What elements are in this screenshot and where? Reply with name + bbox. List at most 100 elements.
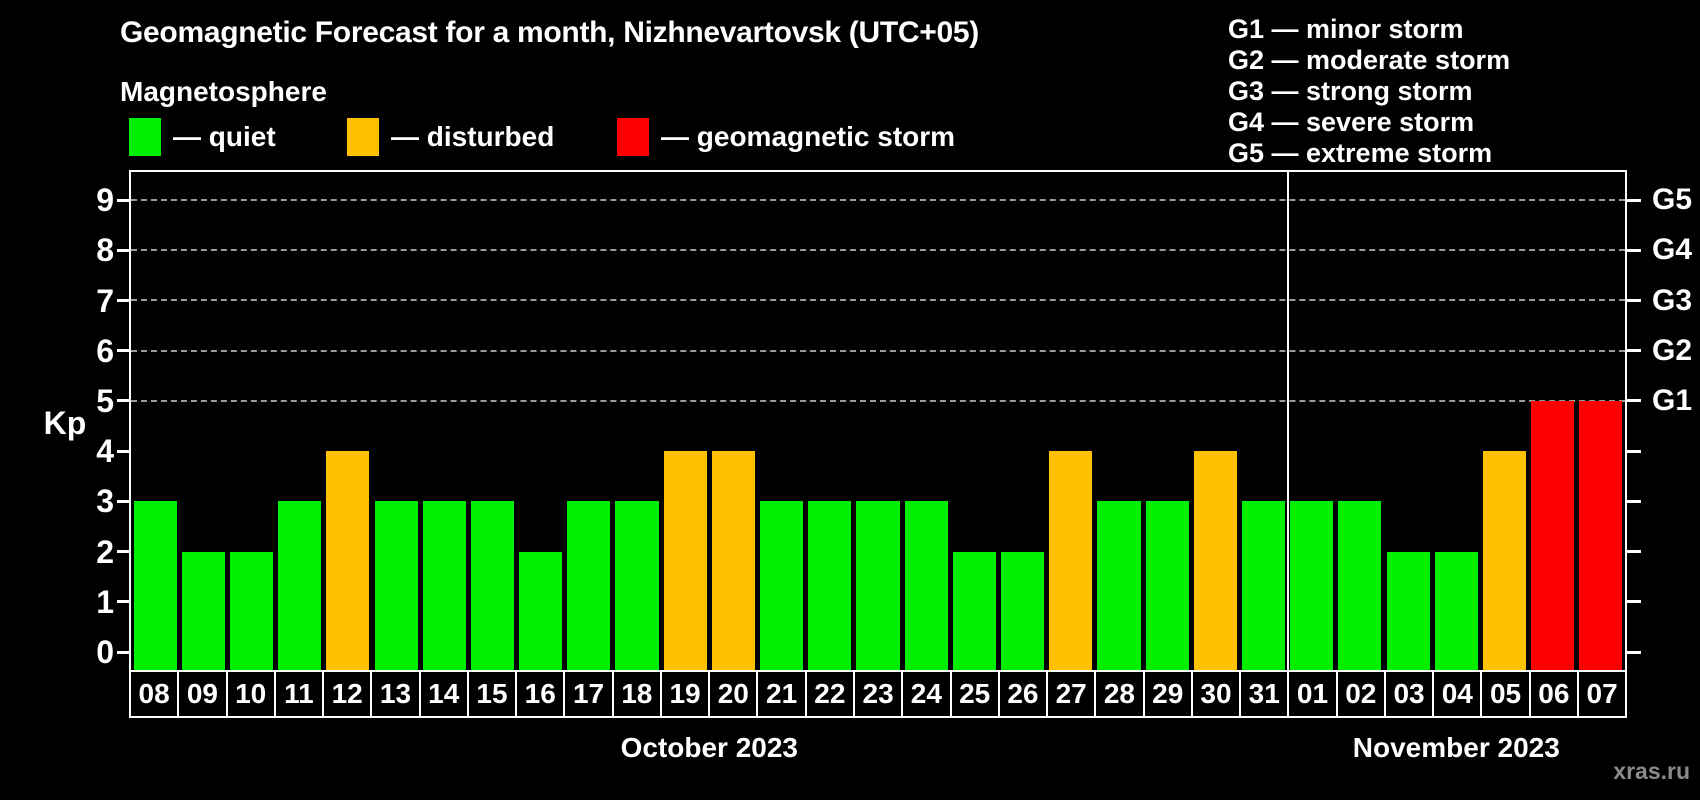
y-tick-left-8 [117,248,131,252]
gridline-kp7 [131,299,1625,302]
kp-bar-day-03 [1386,551,1430,670]
kp-bar-day-31 [1242,501,1286,670]
y-tick-label-2: 2 [96,533,114,570]
y-tick-right-7 [1625,299,1641,302]
month-label-2: November 2023 [1352,732,1560,763]
day-label-01: 01 [1287,672,1335,716]
legend-swatch-quiet [129,118,161,156]
y-axis-title: Kp [43,405,87,441]
day-label-08: 08 [138,678,170,709]
g-legend-line-2: G2 — moderate storm [1228,45,1511,75]
y-tick-label-1: 1 [96,583,114,620]
g-axis-label-G5: G5 [1652,183,1693,216]
day-label-06: 06 [1528,672,1577,716]
watermark: xras.ru [1613,758,1690,784]
y-tick-right-2 [1625,550,1641,554]
y-tick-left-2 [117,550,131,554]
g-axis-label-G4: G4 [1652,233,1693,267]
day-label-03: 03 [1383,672,1432,716]
day-label-12: 12 [322,672,370,716]
day-label-07: 07 [1576,672,1625,716]
kp-bar-day-01 [1290,501,1334,670]
month-label-1: October 2023 [620,732,799,763]
y-tick-label-4: 4 [96,433,114,470]
kp-bar-day-17 [567,501,611,670]
kp-bar-day-18 [615,501,659,670]
day-label-25: 25 [949,672,998,716]
day-label-04: 04 [1432,672,1480,716]
kp-bar-day-22 [808,501,852,670]
day-label-10: 10 [225,672,274,716]
legend-item-quiet: — quiet [129,118,276,156]
g-axis-label-G3: G3 [1652,283,1693,317]
y-tick-right-6 [1625,349,1641,353]
day-label-21: 21 [756,672,804,716]
day-label-28: 28 [1094,672,1142,716]
day-label-17: 17 [563,672,611,716]
day-label-29: 29 [1142,672,1191,716]
legend-item-disturbed: — disturbed [347,118,554,156]
kp-bar-day-04 [1434,551,1478,670]
legend-label-storm: — geomagnetic storm [661,121,956,152]
y-tick-label-6: 6 [96,332,114,369]
y-tick-left-1 [117,600,131,604]
legend-swatch-storm [617,118,649,156]
kp-bar-day-19 [663,451,707,670]
kp-bar-day-24 [904,501,948,670]
kp-bar-day-20 [711,451,755,670]
kp-bar-day-10 [229,551,274,670]
kp-bar-day-23 [856,501,900,670]
legend-item-storm: — geomagnetic storm [617,118,955,156]
gridline-kp9 [131,199,1625,202]
g-legend-line-3: G3 — strong storm [1228,76,1473,106]
kp-bar-day-14 [422,501,466,670]
kp-bar-day-30 [1193,451,1237,670]
day-label-23: 23 [852,672,901,716]
kp-bar-day-15 [470,501,515,670]
day-label-13: 13 [370,672,418,716]
y-tick-label-5: 5 [96,382,114,419]
g-legend-line-1: G1 — minor storm [1228,14,1464,44]
y-tick-right-3 [1625,499,1641,503]
kp-bar-day-06 [1531,400,1575,670]
day-label-14: 14 [418,672,467,716]
day-label-02: 02 [1335,672,1384,716]
day-label-30: 30 [1190,672,1239,716]
y-tick-label-3: 3 [96,483,114,520]
gridline-kp6 [131,349,1625,352]
kp-bar-day-27 [1049,451,1093,670]
day-label-31: 31 [1239,672,1287,716]
plot-inner [131,172,1625,670]
kp-bar-day-13 [374,501,418,670]
gridline-kp8 [131,249,1625,252]
kp-bar-day-25 [952,551,996,670]
kp-bar-day-12 [326,451,370,670]
day-label-09: 09 [177,672,225,716]
y-tick-label-9: 9 [96,182,114,218]
kp-bar-day-02 [1338,501,1382,670]
day-label-19: 19 [659,672,708,716]
g-legend-line-5: G5 — extreme storm [1228,138,1493,168]
y-tick-right-4 [1625,449,1641,453]
g-axis-label-G2: G2 [1652,333,1693,367]
day-label-22: 22 [804,672,853,716]
y-tick-left-3 [117,499,131,503]
g-axis-label-G1: G1 [1652,383,1693,417]
day-label-27: 27 [1046,672,1094,716]
kp-bar-day-16 [519,551,563,670]
kp-bar-day-21 [760,501,804,670]
page-title: Geomagnetic Forecast for a month, Nizhne… [120,16,979,49]
y-tick-right-5 [1625,399,1641,403]
g-legend-line-4: G4 — severe storm [1228,107,1475,137]
y-tick-right-8 [1625,248,1641,252]
y-tick-left-4 [117,449,131,453]
y-tick-right-1 [1625,600,1641,604]
kp-bar-day-08 [133,501,177,670]
kp-bar-day-11 [278,501,322,670]
y-tick-right-9 [1625,198,1641,202]
y-tick-left-0 [117,650,131,654]
y-tick-label-7: 7 [96,282,114,319]
kp-bar-day-07 [1579,400,1623,670]
legend-swatch-disturbed [347,118,379,156]
